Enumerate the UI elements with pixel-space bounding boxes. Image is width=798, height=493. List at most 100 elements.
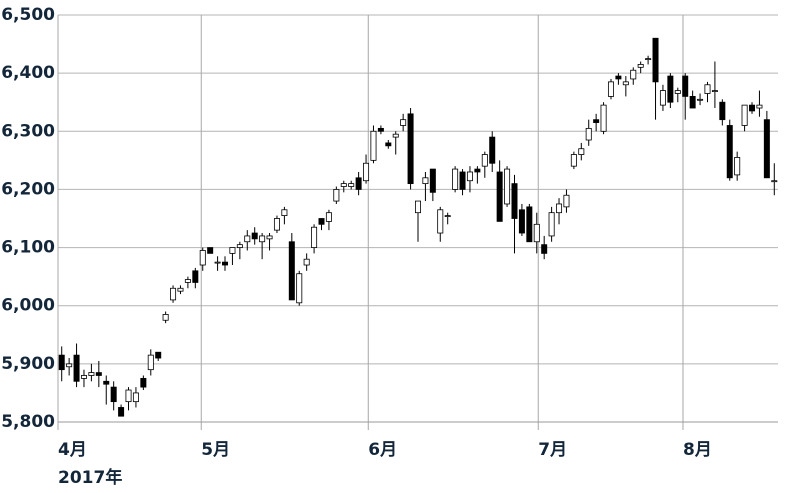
candle-body [184,279,191,283]
candle-body [674,90,681,94]
y-tick-label: 5,800 [1,412,55,432]
candle-body [88,372,95,376]
candle-body [392,133,399,138]
candle-body [170,287,177,301]
candle-body [459,171,466,190]
candle-body [303,258,310,266]
candle-body [496,171,503,222]
candle-body [348,183,355,187]
candle-body [370,130,377,161]
candle-body [452,168,459,190]
candle-body [80,375,87,379]
candle-body [125,389,132,403]
candle-body [147,354,154,371]
candle-body [407,113,414,185]
candle-body [340,183,347,187]
candle-body [749,104,756,112]
candle-body [607,81,614,97]
candle-body [236,244,243,248]
candle-body [155,351,162,359]
candle-body [533,223,540,243]
x-tick-label: 8月 [683,440,712,460]
candle-body [415,200,421,214]
candle-body [763,119,770,179]
candle-body [437,209,444,234]
candle-body [355,177,362,190]
candle-body [541,244,548,254]
candle-body [110,386,117,403]
candle-body [95,372,102,376]
candle-body [58,354,65,371]
candle-body [281,209,288,216]
candle-body [704,84,711,94]
y-tick-label: 6,400 [1,63,55,83]
candle-body [422,177,429,185]
candle-body [363,162,370,182]
candle-body [511,183,518,219]
candle-body [259,235,266,243]
candle-body [251,232,258,240]
candle-body [719,101,726,121]
candle-body [570,154,577,167]
candle-body [325,212,332,222]
candle-body [734,157,741,176]
candle-body [741,104,748,126]
x-tick-label: 4月 [58,440,87,460]
candle-body [118,407,125,417]
candle-body [548,212,555,237]
candle-body [162,314,169,321]
candle-body [177,287,184,292]
candle-body [682,75,689,97]
candle-body [630,69,637,80]
candle-body [526,206,533,243]
candle-body [140,377,147,388]
candle-body [318,218,325,225]
y-tick-label: 6,500 [1,5,55,25]
candle-body [229,247,236,254]
candle-body [429,168,436,193]
candle-body [622,81,629,86]
candle-body [518,209,525,234]
candle-body [489,136,496,164]
candle-body [756,104,763,109]
candle-body [771,180,778,183]
candle-body [474,168,481,173]
candle-body [385,142,392,147]
candle-body [311,226,318,248]
x-tick-label: 6月 [368,440,397,460]
candle-body [296,273,303,304]
candle-body [593,119,600,123]
y-tick-label: 5,900 [1,354,55,374]
candle-body [578,148,585,155]
candle-body [199,250,206,266]
candle-body [214,261,221,264]
candle-body [652,37,659,83]
candle-body [377,127,384,132]
candle-body [103,380,110,385]
y-tick-label: 6,100 [1,238,55,258]
candle-body [400,119,407,126]
candle-body [66,363,73,368]
candle-body [689,96,696,109]
candle-body [645,58,652,61]
candle-body [244,235,251,243]
candle-body [726,125,733,179]
candle-body [697,98,704,101]
candle-body [73,354,80,382]
candle-body [563,194,570,208]
candle-body [207,247,214,254]
candle-body [466,171,473,182]
candle-body [585,127,592,141]
y-tick-label: 6,200 [1,179,55,199]
candle-body [556,203,563,214]
candle-body [288,241,295,301]
candle-body [481,154,488,167]
x-year-label: 2017年 [58,467,122,488]
candle-body [504,168,511,205]
candle-body [266,235,273,240]
candle-body [192,270,199,283]
candle-body [667,75,674,103]
candle-body [273,218,280,231]
candle-body [444,215,451,217]
